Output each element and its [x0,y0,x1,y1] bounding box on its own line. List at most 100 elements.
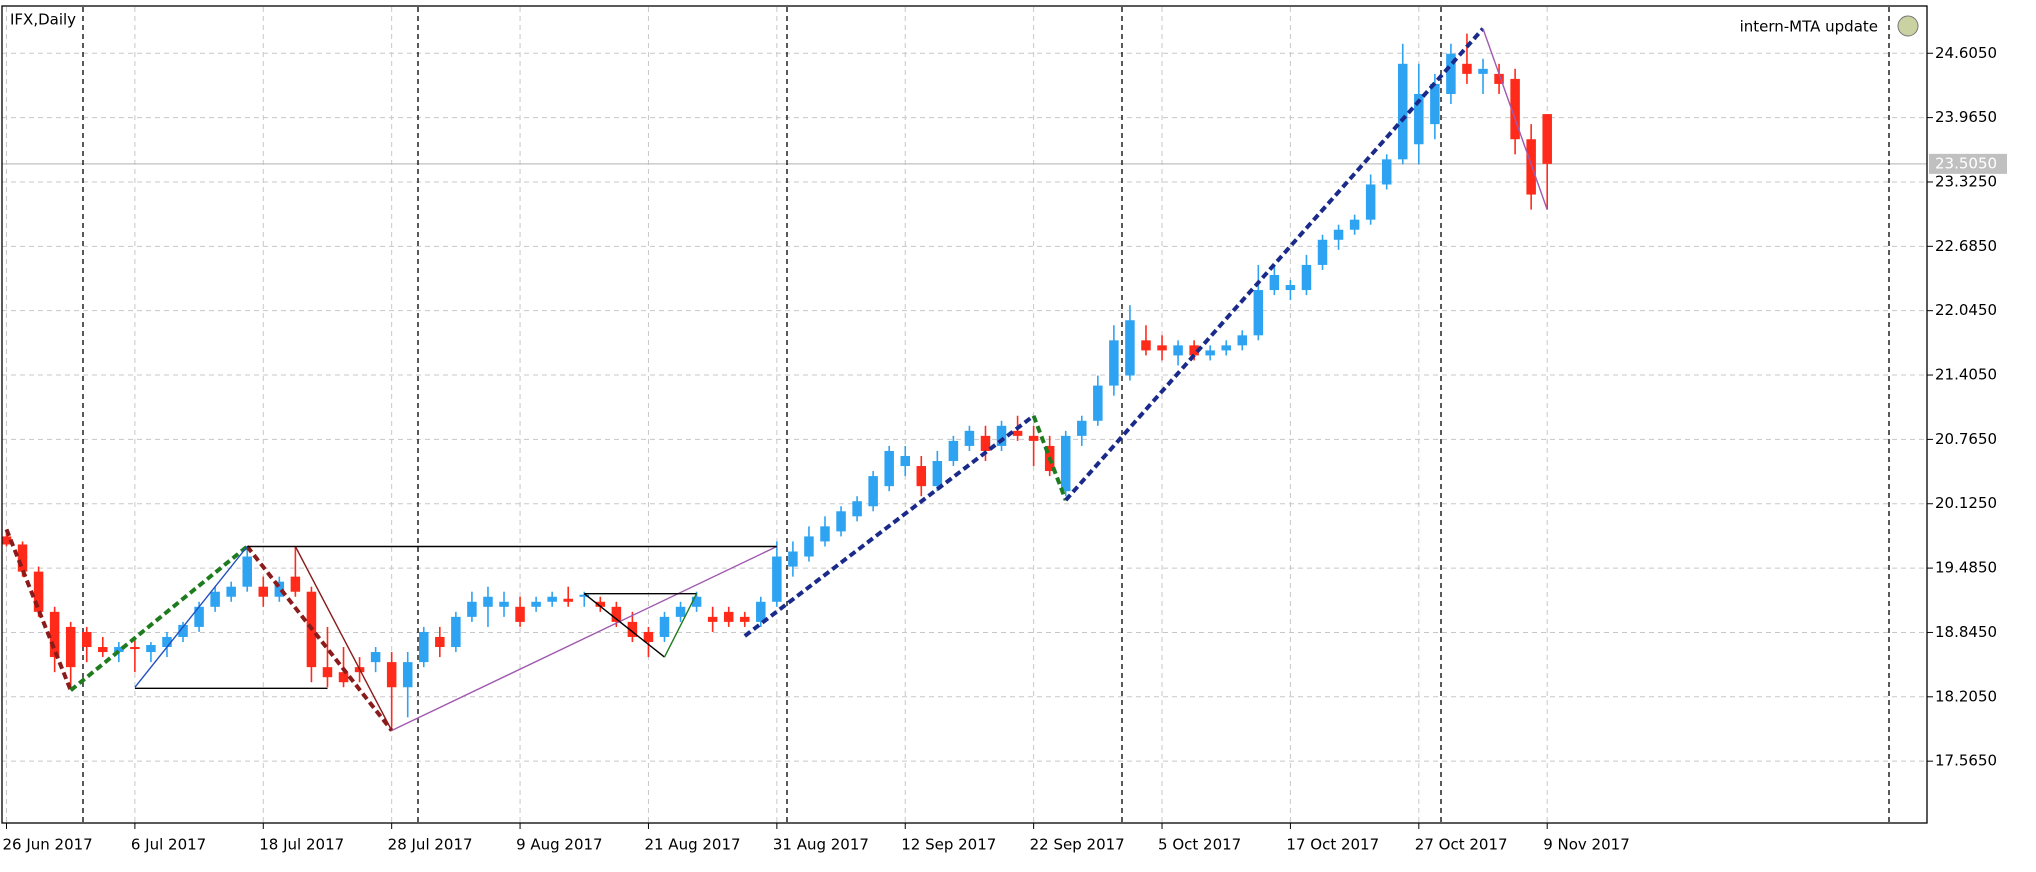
candle-body [1028,435,1039,441]
overlay-line [391,545,778,732]
x-tick-label: 21 Aug 2017 [644,836,740,854]
candle-body [483,596,493,607]
overlay-line [134,546,248,688]
candle-body [162,636,172,648]
overlays [4,27,1548,732]
candle-body [1301,264,1312,291]
candle-body [419,631,429,663]
overlay-line [4,528,73,692]
candle-body [1077,420,1087,436]
overlay-line [1482,28,1548,210]
candle-body [788,551,798,567]
candle-body [691,596,702,607]
candle-body [964,430,975,446]
y-tick-label: 21.4050 [1935,366,1997,384]
candle-body [1221,345,1231,351]
candle-body [1478,68,1488,74]
candle-body [916,466,927,487]
candle-body [1462,63,1472,74]
overlay-line [1064,27,1485,502]
overlay-line [663,593,698,658]
candle-body [402,662,413,688]
candle-body [81,631,92,648]
plot-frame [1,5,1928,824]
candle-body [322,667,333,678]
candle-body [467,601,477,617]
candle-body [1,536,12,545]
candle-body [611,606,622,622]
x-tick-label: 31 Aug 2017 [773,836,869,854]
candle-body [290,576,301,592]
current-price-box [1929,153,2007,174]
candle-body [1141,340,1151,351]
y-tick-label: 22.0450 [1935,301,1997,319]
overlay-line [743,414,1035,638]
x-tick-label: 5 Oct 2017 [1158,836,1241,854]
x-tick-label: 26 Jun 2017 [2,836,92,854]
candle-body [210,591,220,607]
candle-body [33,571,44,612]
candle-body [740,616,750,622]
candle-body [980,435,991,451]
candle-body [547,596,557,602]
candle-body [98,647,108,653]
candle-body [274,581,285,597]
candle-body [1060,435,1071,492]
y-tick-label: 20.7650 [1935,430,1997,448]
overlay-line [1031,415,1068,501]
candle-body [242,556,252,587]
candle-body [996,425,1007,446]
candle-body [1430,83,1440,125]
candle-body [756,601,766,622]
candle-body [579,594,590,597]
candle-body [948,440,959,462]
candle-body [65,626,76,668]
candle-body [1414,93,1424,145]
candle-body [1349,219,1360,230]
candle-body [1494,73,1504,84]
candle-body [146,645,156,653]
overlay-line [245,545,394,732]
x-tick-label: 17 Oct 2017 [1286,836,1379,854]
candle-body [515,606,525,622]
candle-body [900,455,910,467]
annotation: intern-MTA update [1740,18,1878,36]
axes: 17.5650 18.2050 18.8450 19.4850 20.1250 20.76… [2,44,2007,854]
candle-body [194,606,204,627]
candle-body [563,598,573,602]
indicator-icon [1897,15,1919,37]
candle-body [1317,239,1328,265]
candle-body [1205,350,1215,356]
candle-body [595,601,606,607]
candle-body [932,461,943,487]
candle-body [1333,229,1344,240]
y-tick-label: 20.1250 [1935,494,1997,512]
candle-body [772,556,782,602]
candle-body [1237,335,1248,346]
candle-body [836,511,846,532]
overlay-line [583,593,665,658]
x-tick-label: 9 Aug 2017 [516,836,603,854]
overlay-line [69,544,249,692]
candle-body [643,631,654,643]
candle-body [338,672,349,683]
candle-body [884,450,894,487]
candle-body [1365,184,1376,220]
candle-body [130,647,140,650]
candle-body [531,601,541,607]
y-tick-label: 18.2050 [1935,687,1997,705]
candle-body [386,662,397,688]
y-tick-label: 23.9650 [1935,108,1997,126]
candle-body [868,476,878,507]
candle-body [370,652,381,663]
candle-body [1398,63,1408,160]
x-tick-label: 22 Sep 2017 [1030,836,1125,854]
x-tick-label: 9 Nov 2017 [1543,836,1630,854]
candle-body [499,601,509,607]
grid [2,7,1927,823]
candle-body [1253,290,1264,336]
candle-body [226,586,236,597]
candle-body [659,616,670,637]
